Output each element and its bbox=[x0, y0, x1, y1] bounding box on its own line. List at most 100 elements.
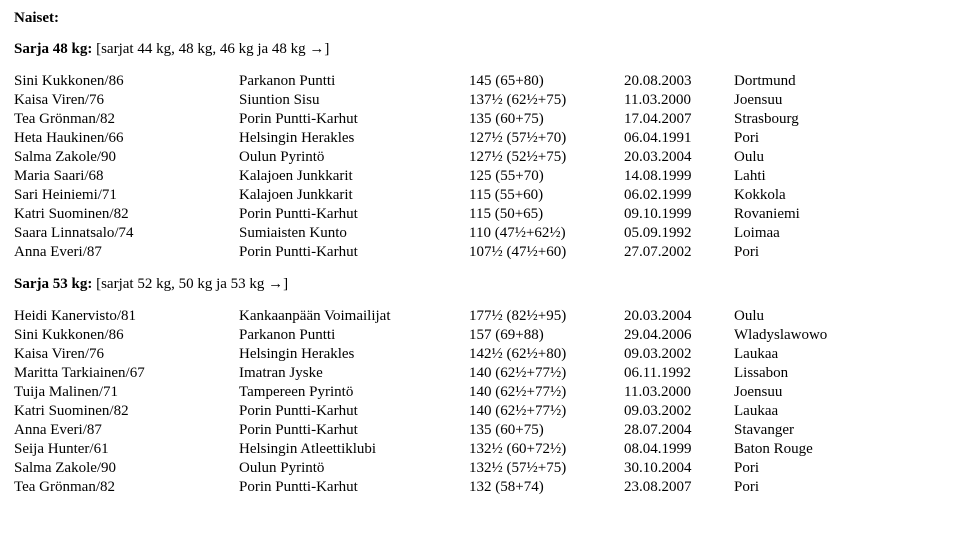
city: Lissabon bbox=[734, 364, 946, 383]
result: 110 (47½+62½) bbox=[469, 224, 624, 243]
date: 09.10.1999 bbox=[624, 205, 734, 224]
date: 17.04.2007 bbox=[624, 110, 734, 129]
result: 132½ (60+72½) bbox=[469, 440, 624, 459]
date: 27.07.2002 bbox=[624, 243, 734, 262]
section-heading-48kg: Sarja 48 kg: [sarjat 44 kg, 48 kg, 46 kg… bbox=[14, 41, 946, 58]
club-name: Kankaanpään Voimailijat bbox=[239, 307, 469, 326]
athlete-name: Katri Suominen/82 bbox=[14, 205, 239, 224]
page-title: Naiset: bbox=[14, 10, 946, 27]
date: 06.04.1991 bbox=[624, 129, 734, 148]
result: 125 (55+70) bbox=[469, 167, 624, 186]
athlete-name: Salma Zakole/90 bbox=[14, 459, 239, 478]
athlete-name: Anna Everi/87 bbox=[14, 243, 239, 262]
club-name: Oulun Pyrintö bbox=[239, 148, 469, 167]
city: Lahti bbox=[734, 167, 946, 186]
result: 107½ (47½+60) bbox=[469, 243, 624, 262]
city: Pori bbox=[734, 243, 946, 262]
club-name: Parkanon Puntti bbox=[239, 326, 469, 345]
table-row: Sini Kukkonen/86Parkanon Puntti145 (65+8… bbox=[14, 72, 946, 91]
athlete-name: Kaisa Viren/76 bbox=[14, 91, 239, 110]
table-row: Sari Heiniemi/71Kalajoen Junkkarit115 (5… bbox=[14, 186, 946, 205]
athlete-name: Katri Suominen/82 bbox=[14, 402, 239, 421]
club-name: Porin Puntti-Karhut bbox=[239, 110, 469, 129]
results-table-48kg: Sini Kukkonen/86Parkanon Puntti145 (65+8… bbox=[14, 72, 946, 262]
table-row: Katri Suominen/82Porin Puntti-Karhut140 … bbox=[14, 402, 946, 421]
athlete-name: Heta Haukinen/66 bbox=[14, 129, 239, 148]
athlete-name: Sari Heiniemi/71 bbox=[14, 186, 239, 205]
results-table-53kg: Heidi Kanervisto/81Kankaanpään Voimailij… bbox=[14, 307, 946, 497]
athlete-name: Seija Hunter/61 bbox=[14, 440, 239, 459]
club-name: Helsingin Herakles bbox=[239, 345, 469, 364]
table-row: Maritta Tarkiainen/67Imatran Jyske140 (6… bbox=[14, 364, 946, 383]
result: 135 (60+75) bbox=[469, 421, 624, 440]
athlete-name: Tea Grönman/82 bbox=[14, 110, 239, 129]
club-name: Kalajoen Junkkarit bbox=[239, 167, 469, 186]
athlete-name: Kaisa Viren/76 bbox=[14, 345, 239, 364]
athlete-name: Saara Linnatsalo/74 bbox=[14, 224, 239, 243]
table-row: Tea Grönman/82Porin Puntti-Karhut135 (60… bbox=[14, 110, 946, 129]
table-row: Saara Linnatsalo/74Sumiaisten Kunto110 (… bbox=[14, 224, 946, 243]
club-name: Parkanon Puntti bbox=[239, 72, 469, 91]
city: Pori bbox=[734, 459, 946, 478]
city: Oulu bbox=[734, 307, 946, 326]
athlete-name: Maritta Tarkiainen/67 bbox=[14, 364, 239, 383]
city: Dortmund bbox=[734, 72, 946, 91]
result: 177½ (82½+95) bbox=[469, 307, 624, 326]
club-name: Porin Puntti-Karhut bbox=[239, 205, 469, 224]
table-row: Sini Kukkonen/86Parkanon Puntti157 (69+8… bbox=[14, 326, 946, 345]
date: 06.11.1992 bbox=[624, 364, 734, 383]
club-name: Sumiaisten Kunto bbox=[239, 224, 469, 243]
city: Kokkola bbox=[734, 186, 946, 205]
city: Joensuu bbox=[734, 383, 946, 402]
club-name: Kalajoen Junkkarit bbox=[239, 186, 469, 205]
athlete-name: Tea Grönman/82 bbox=[14, 478, 239, 497]
table-row: Tea Grönman/82Porin Puntti-Karhut132 (58… bbox=[14, 478, 946, 497]
date: 11.03.2000 bbox=[624, 91, 734, 110]
result: 132 (58+74) bbox=[469, 478, 624, 497]
table-row: Katri Suominen/82Porin Puntti-Karhut115 … bbox=[14, 205, 946, 224]
city: Laukaa bbox=[734, 345, 946, 364]
date: 09.03.2002 bbox=[624, 345, 734, 364]
date: 08.04.1999 bbox=[624, 440, 734, 459]
table-row: Anna Everi/87Porin Puntti-Karhut107½ (47… bbox=[14, 243, 946, 262]
result: 127½ (57½+70) bbox=[469, 129, 624, 148]
club-name: Porin Puntti-Karhut bbox=[239, 421, 469, 440]
date: 30.10.2004 bbox=[624, 459, 734, 478]
date: 11.03.2000 bbox=[624, 383, 734, 402]
athlete-name: Anna Everi/87 bbox=[14, 421, 239, 440]
table-row: Anna Everi/87Porin Puntti-Karhut135 (60+… bbox=[14, 421, 946, 440]
city: Oulu bbox=[734, 148, 946, 167]
club-name: Imatran Jyske bbox=[239, 364, 469, 383]
city: Pori bbox=[734, 478, 946, 497]
section-heading-53kg: Sarja 53 kg: [sarjat 52 kg, 50 kg ja 53 … bbox=[14, 276, 946, 293]
date: 20.08.2003 bbox=[624, 72, 734, 91]
table-row: Seija Hunter/61Helsingin Atleettiklubi13… bbox=[14, 440, 946, 459]
club-name: Porin Puntti-Karhut bbox=[239, 243, 469, 262]
result: 115 (50+65) bbox=[469, 205, 624, 224]
table-row: Maria Saari/68Kalajoen Junkkarit125 (55+… bbox=[14, 167, 946, 186]
city: Pori bbox=[734, 129, 946, 148]
result: 157 (69+88) bbox=[469, 326, 624, 345]
result: 137½ (62½+75) bbox=[469, 91, 624, 110]
result: 140 (62½+77½) bbox=[469, 364, 624, 383]
date: 23.08.2007 bbox=[624, 478, 734, 497]
result: 140 (62½+77½) bbox=[469, 383, 624, 402]
city: Strasbourg bbox=[734, 110, 946, 129]
city: Joensuu bbox=[734, 91, 946, 110]
club-name: Porin Puntti-Karhut bbox=[239, 402, 469, 421]
city: Loimaa bbox=[734, 224, 946, 243]
athlete-name: Heidi Kanervisto/81 bbox=[14, 307, 239, 326]
athlete-name: Tuija Malinen/71 bbox=[14, 383, 239, 402]
result: 132½ (57½+75) bbox=[469, 459, 624, 478]
athlete-name: Maria Saari/68 bbox=[14, 167, 239, 186]
result: 142½ (62½+80) bbox=[469, 345, 624, 364]
heading-rest: [sarjat 52 kg, 50 kg ja 53 kg →] bbox=[92, 276, 288, 292]
date: 09.03.2002 bbox=[624, 402, 734, 421]
club-name: Tampereen Pyrintö bbox=[239, 383, 469, 402]
city: Rovaniemi bbox=[734, 205, 946, 224]
result: 115 (55+60) bbox=[469, 186, 624, 205]
date: 20.03.2004 bbox=[624, 307, 734, 326]
result: 140 (62½+77½) bbox=[469, 402, 624, 421]
athlete-name: Sini Kukkonen/86 bbox=[14, 326, 239, 345]
table-row: Heidi Kanervisto/81Kankaanpään Voimailij… bbox=[14, 307, 946, 326]
